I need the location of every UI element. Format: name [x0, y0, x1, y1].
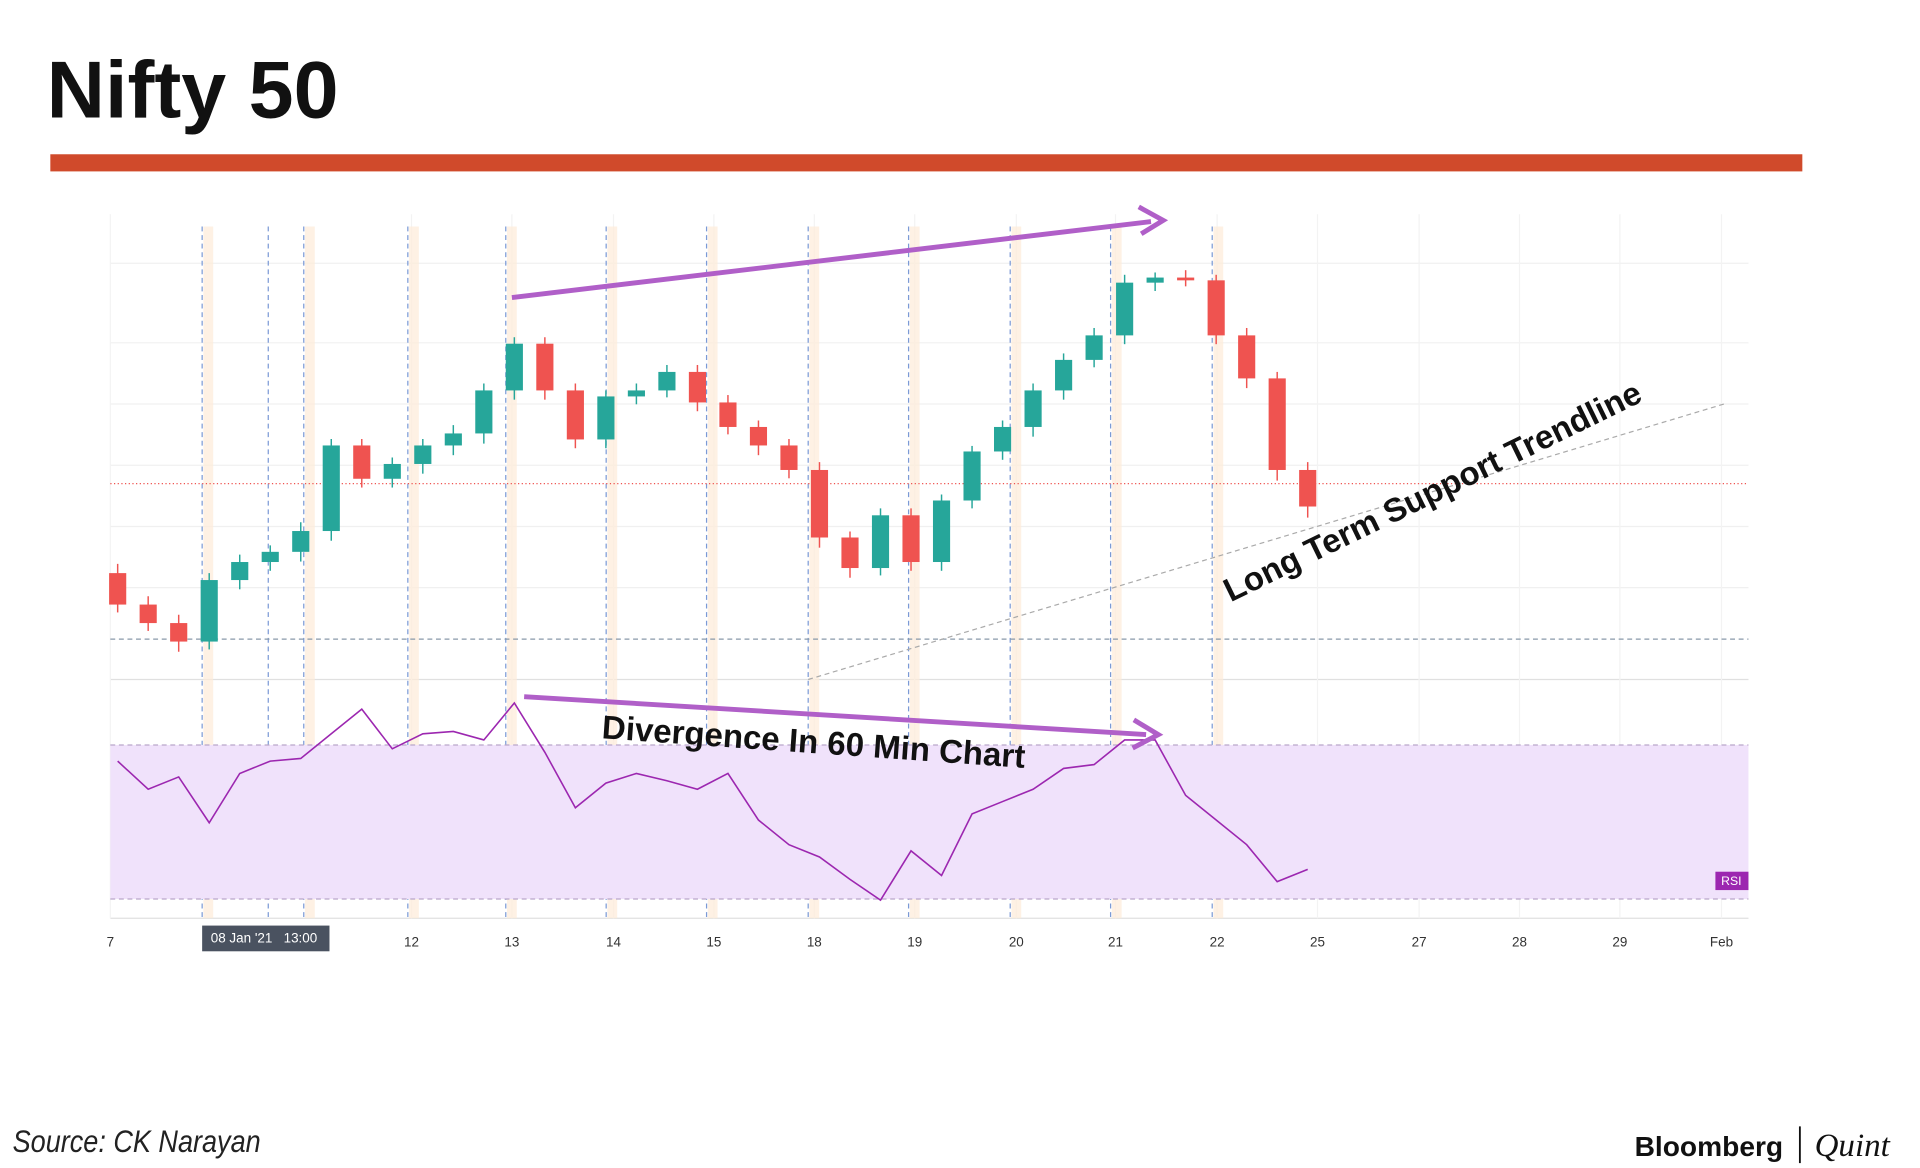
candle-body: [475, 390, 493, 434]
candle-body: [414, 445, 432, 464]
x-tick-label: 29: [1612, 934, 1627, 949]
x-tick-label: 15: [706, 934, 721, 949]
candle-body: [1299, 469, 1317, 507]
price-arrowhead: [1137, 204, 1169, 236]
candle-body: [1024, 390, 1042, 427]
logo-right: Quint: [1815, 1128, 1891, 1164]
candle-body: [231, 562, 249, 581]
candle-body: [1146, 277, 1164, 283]
session-band: [707, 226, 718, 919]
rsi-line: [117, 701, 1309, 902]
session-band: [203, 226, 214, 919]
x-tick-label: 13: [504, 934, 519, 949]
candle-body: [292, 531, 310, 552]
candle-body: [139, 604, 157, 624]
candle-body: [200, 580, 218, 642]
candle-body: [810, 469, 829, 538]
x-tick-label: 20: [1009, 934, 1024, 949]
candle-body: [597, 396, 615, 440]
candle-body: [963, 451, 981, 501]
candle-body: [1085, 335, 1103, 360]
session-band: [1111, 226, 1122, 919]
x-tick-label: 28: [1512, 934, 1527, 949]
logo-left: Bloomberg: [1635, 1131, 1784, 1162]
candle-body: [1055, 359, 1073, 391]
session-band: [809, 226, 820, 919]
x-tick-label: 12: [404, 934, 419, 949]
rsi-arrow: [523, 694, 1147, 738]
candle-body: [749, 426, 768, 446]
source: Source: CK Narayan: [13, 1124, 261, 1160]
x-tick-label: 22: [1210, 934, 1225, 949]
candle-body: [627, 390, 645, 397]
candle-body: [566, 390, 584, 440]
x-tick-label: 21: [1108, 934, 1123, 949]
crosshair-tag: [202, 925, 330, 952]
candle-body: [536, 343, 554, 391]
session-band: [1011, 226, 1022, 919]
price-arrow: [511, 219, 1152, 300]
plot: RSI 7 12 13 14 15 18 19 20 21 22 25 27 28 29 Feb 08 Jan …: [107, 214, 1749, 952]
candle-body: [505, 343, 523, 391]
x-tick-label: 19: [907, 934, 922, 949]
session-band: [607, 226, 618, 919]
candle-body: [383, 463, 401, 479]
x-tick-label: Feb: [1710, 934, 1733, 949]
x-tick-label: 14: [606, 934, 621, 949]
title: Nifty 50: [47, 46, 339, 136]
x-tick-label: 7: [107, 934, 114, 949]
session-band: [304, 226, 315, 919]
session-band: [909, 226, 920, 919]
rsi-label: RSI: [1721, 874, 1741, 888]
candle-body: [1238, 335, 1256, 379]
candle-body: [658, 371, 676, 391]
candle-body: [932, 500, 951, 563]
candle-body: [1268, 378, 1286, 470]
candle-body: [841, 537, 859, 569]
candle-body: [353, 445, 371, 479]
candle-body: [170, 623, 188, 642]
candle-body: [719, 402, 737, 427]
title-rule: [50, 154, 1803, 172]
candle-body: [993, 426, 1012, 452]
candle-body: [261, 551, 279, 563]
x-tick-label: 27: [1412, 934, 1427, 949]
candle-body: [902, 515, 920, 563]
candle-body: [688, 371, 707, 403]
candle-body: [109, 573, 127, 605]
rsi-band: [110, 744, 1749, 899]
rsi-tag: [1715, 871, 1749, 891]
rsi-arrowhead: [1131, 717, 1164, 751]
session-band: [507, 226, 517, 919]
candle-body: [780, 445, 798, 470]
x-tick-label: 18: [807, 934, 822, 949]
x-tick-label: 25: [1310, 934, 1325, 949]
session-band: [1213, 226, 1224, 919]
candle-body: [1177, 277, 1195, 281]
candle-body: [322, 445, 340, 532]
candle-body: [1116, 282, 1134, 336]
candle-body: [444, 433, 462, 446]
candle-body: [871, 515, 890, 569]
candle-body: [1207, 280, 1225, 336]
session-band: [409, 226, 419, 919]
crosshair-label: 08 Jan '21 13:00: [211, 931, 318, 946]
